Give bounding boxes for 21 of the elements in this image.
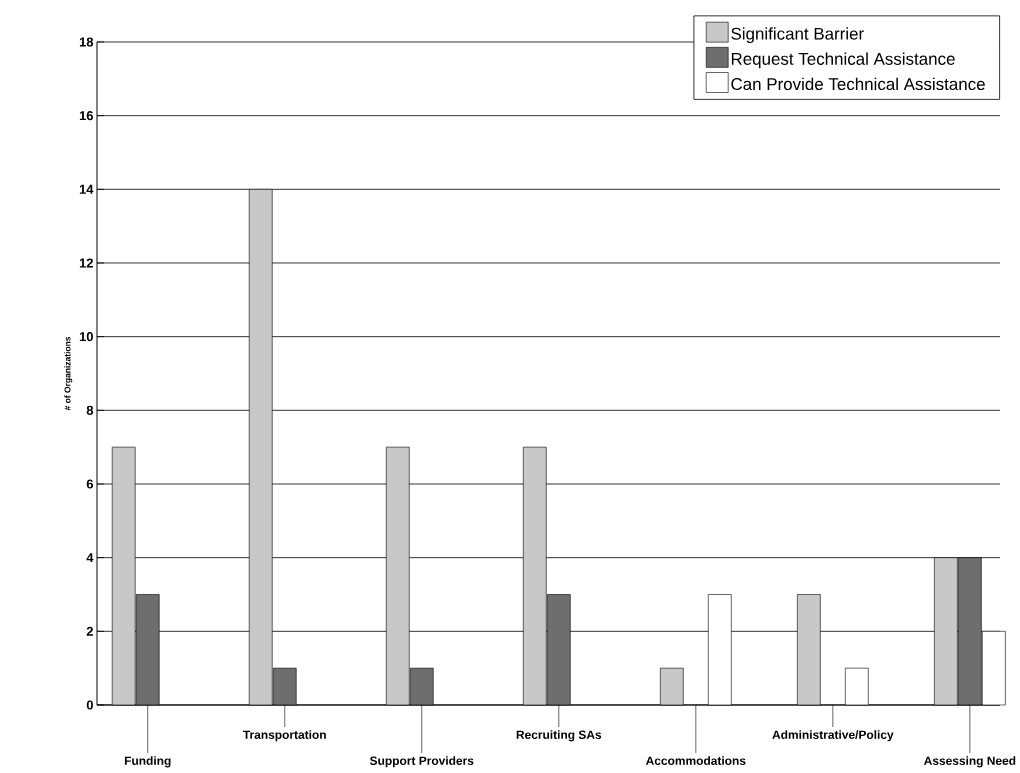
- y-tick-label: 12: [79, 258, 93, 268]
- x-tick-label: Funding: [124, 756, 171, 768]
- x-tick-label: Recruiting SAs: [516, 730, 602, 742]
- y-tick-label: 14: [79, 184, 94, 194]
- x-tick-label: Support Providers: [369, 756, 474, 768]
- x-tick-label: Assessing Need: [923, 756, 1016, 768]
- y-tick-label: 0: [86, 700, 93, 710]
- x-tick-label: Transportation: [243, 730, 326, 742]
- legend-label: Can Provide Technical Assistance: [731, 77, 985, 91]
- y-tick-label: 18: [79, 37, 94, 47]
- x-tick-label: Administrative/Policy: [772, 730, 894, 742]
- legend-label: Significant Barrier: [731, 27, 864, 44]
- y-tick-label: 4: [86, 553, 94, 563]
- y-tick-label: 16: [79, 111, 94, 121]
- legend-label: Request Technical Assistance: [731, 52, 955, 69]
- y-axis-title: # of Organizations: [64, 336, 73, 411]
- y-tick-label: 6: [86, 479, 94, 489]
- y-tick-label: 2: [86, 626, 93, 636]
- y-tick-label: 8: [86, 405, 94, 415]
- y-tick-label: 10: [79, 332, 93, 342]
- x-tick-label: Accommodations: [645, 756, 746, 765]
